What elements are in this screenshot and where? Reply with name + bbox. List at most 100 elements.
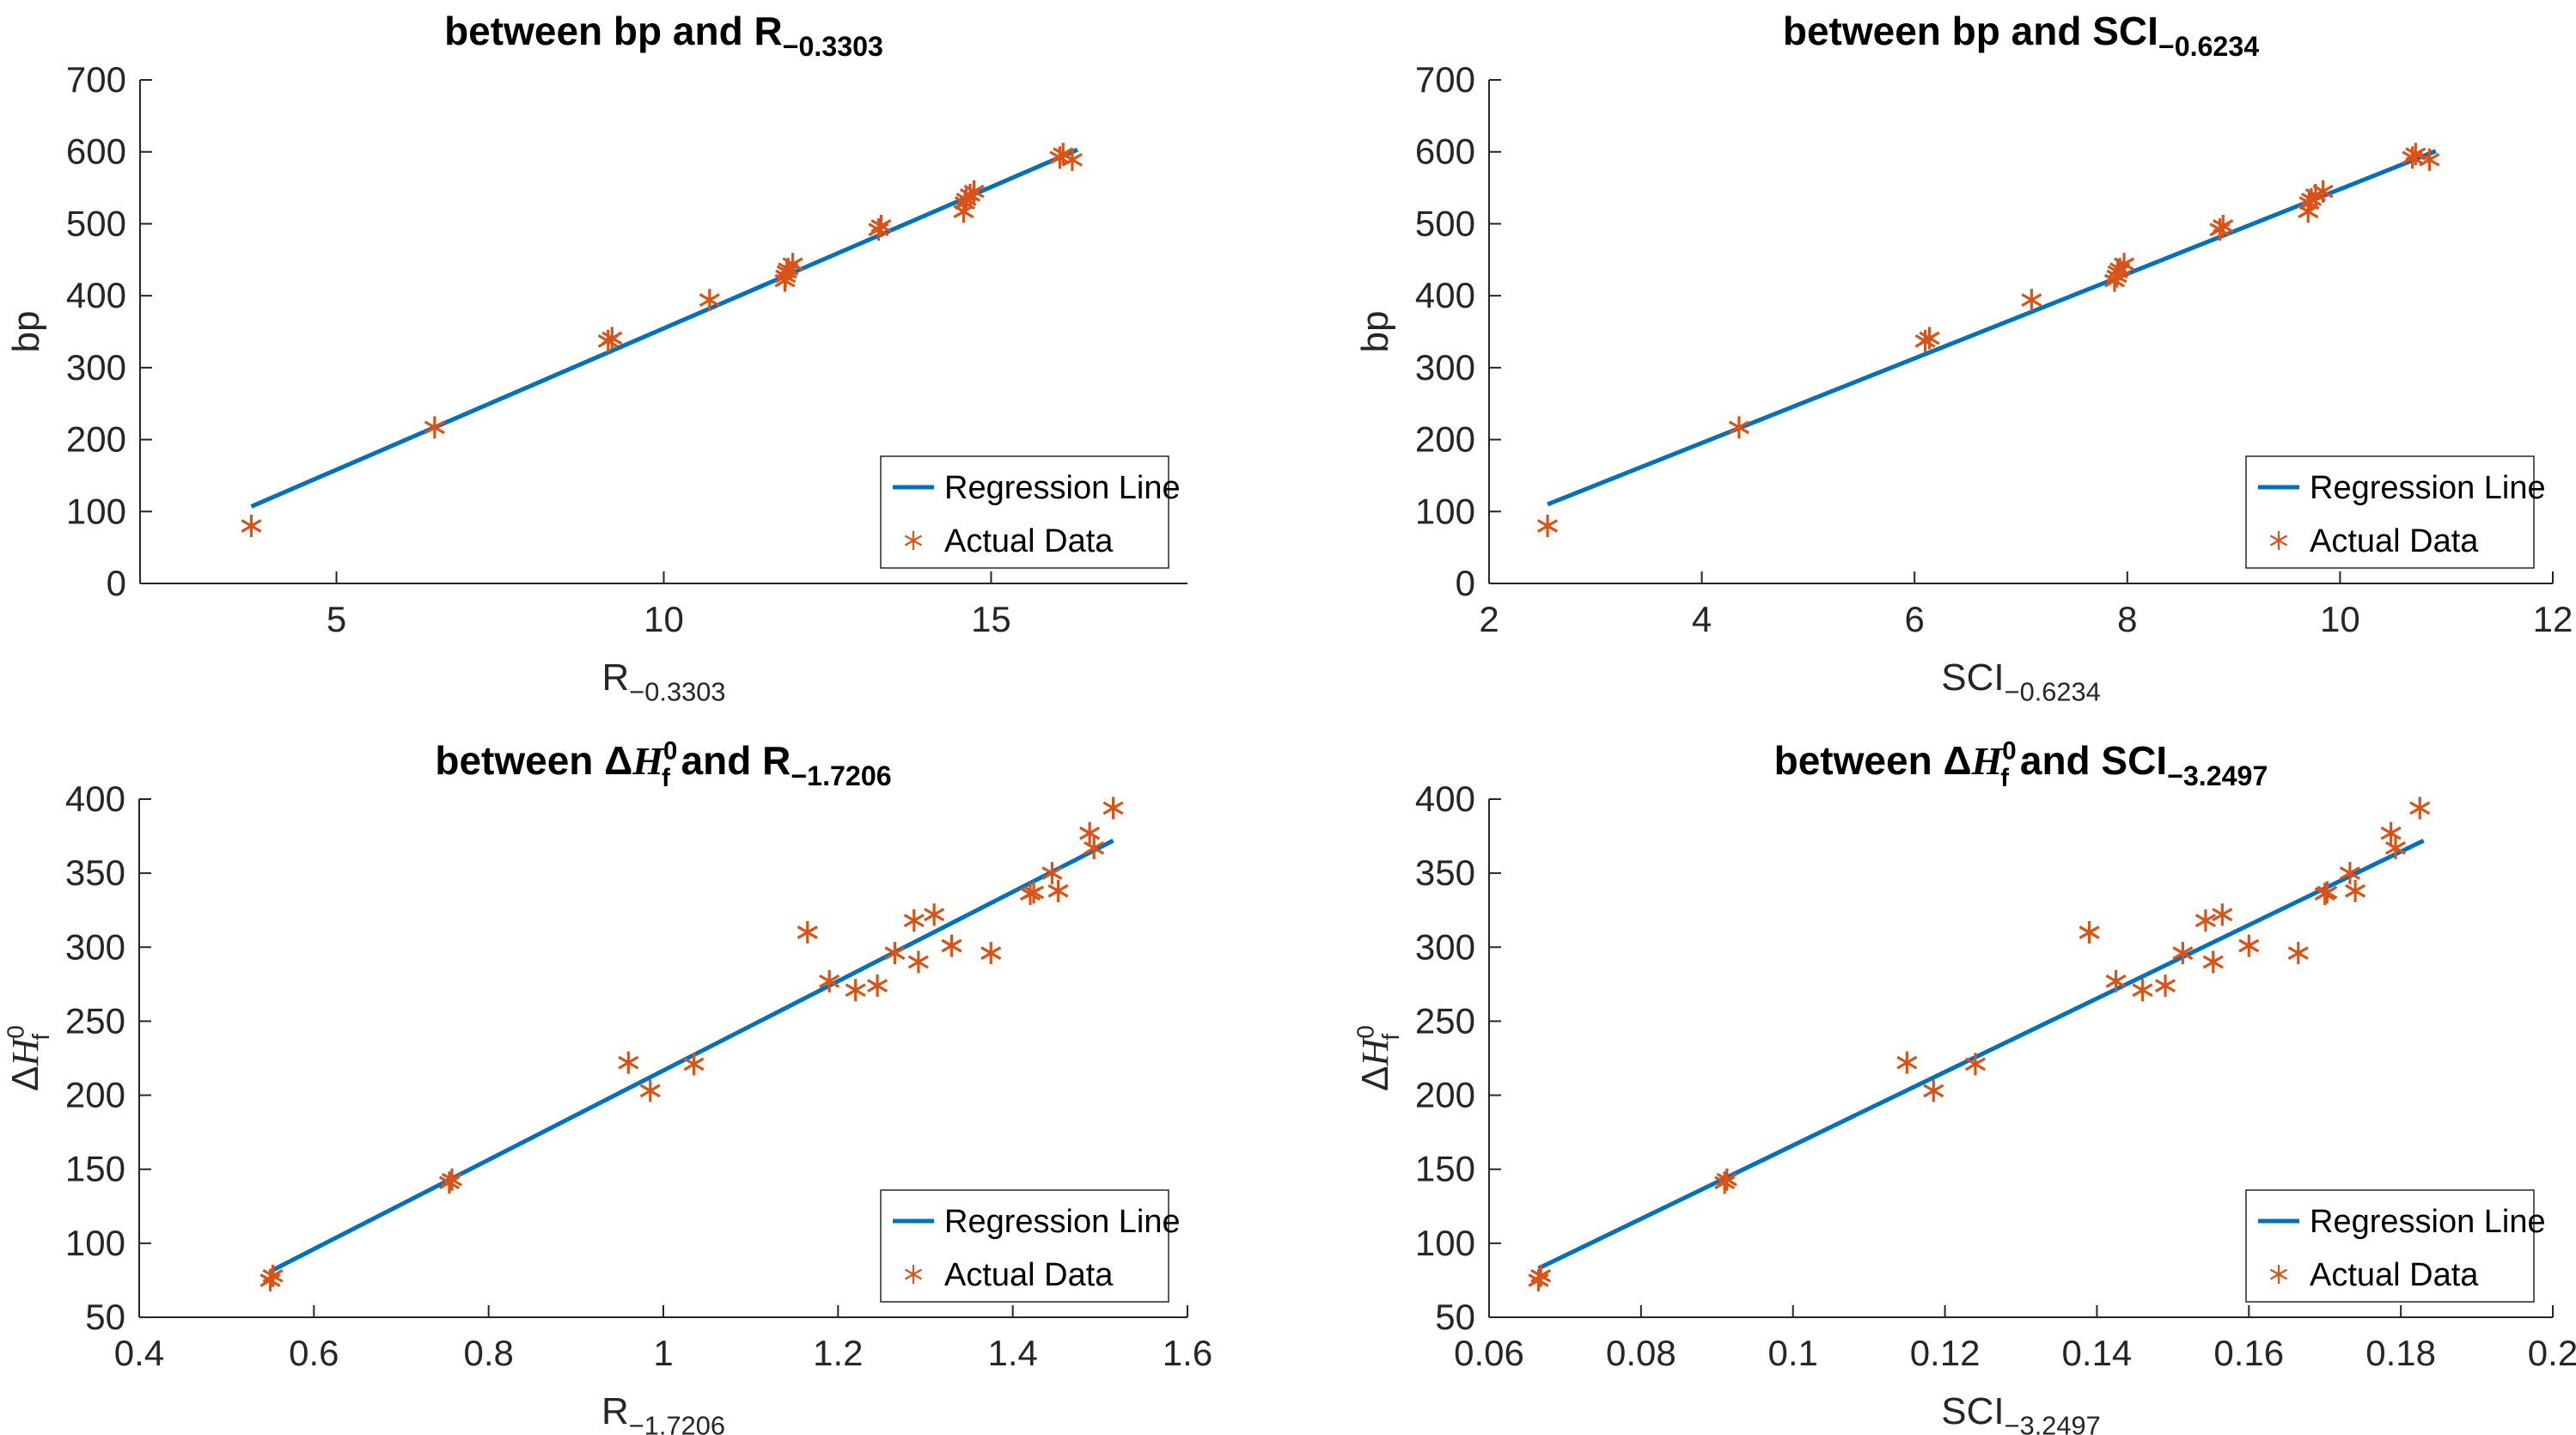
data-point-marker (2202, 950, 2224, 974)
data-point-marker (1102, 797, 1124, 820)
y-tick-label: 400 (1415, 779, 1475, 819)
x-tick-label: 1.6 (1163, 1333, 1212, 1373)
x-tick-label: 5 (327, 599, 346, 639)
data-point-marker (2312, 180, 2334, 203)
scatter-points (241, 143, 1083, 538)
data-point-marker (782, 253, 803, 276)
legend-item-label: Regression Line (944, 1204, 1181, 1240)
x-tick-label: 15 (971, 599, 1011, 639)
x-tick-label: 0.4 (114, 1333, 164, 1373)
axes (138, 798, 1188, 1318)
x-axis-label: SCI−0.6234 (1941, 656, 2101, 706)
data-point-marker (963, 180, 985, 203)
data-point-marker (2384, 836, 2407, 859)
data-point-marker (1728, 416, 1749, 439)
x-tick-label: 8 (2117, 599, 2137, 639)
legend-item-label: Actual Data (944, 1257, 1114, 1293)
x-tick-label: 1 (653, 1333, 673, 1373)
data-point-marker (903, 909, 925, 932)
data-point-marker (2194, 909, 2216, 932)
y-tick-label: 200 (65, 1075, 125, 1115)
x-tick-label: 0.8 (463, 1333, 513, 1373)
y-tick-label: 100 (1415, 491, 1475, 531)
y-tick-label: 0 (1456, 563, 1475, 603)
y-tick-label: 400 (66, 275, 126, 315)
data-point-marker (2287, 942, 2309, 965)
data-point-marker (601, 327, 623, 350)
data-point-marker (1047, 879, 1069, 902)
data-point-marker (699, 289, 720, 312)
x-tick-label: 1.4 (987, 1333, 1037, 1373)
y-tick-label: 200 (1415, 419, 1475, 460)
x-tick-label: 6 (1905, 599, 1925, 639)
plot-bp-vs-r: 5 10 15 0 100 200 300 400 500 600 700 between bp an… (5, 9, 1187, 706)
data-point-marker (2213, 214, 2234, 237)
data-point-marker (1041, 862, 1063, 885)
data-point-marker (1061, 148, 1083, 171)
x-tick-label: 4 (1692, 599, 1712, 639)
data-point-marker (1896, 1051, 1918, 1074)
chart-dhf-vs-r: 0.4 0.6 0.8 1 1.2 1.4 1.6 50 100 150 200 250 300 350 4… (0, 718, 1288, 1435)
y-axis-label: bp (5, 311, 47, 353)
legend-item-label: Regression Line (944, 470, 1181, 506)
y-tick-label: 350 (1415, 852, 1475, 893)
regression-line (250, 147, 1078, 509)
y-tick-label: 50 (1435, 1297, 1475, 1337)
legend: Regression Line Actual Data (880, 1189, 1181, 1303)
legend-box (2245, 1189, 2535, 1303)
data-point-marker (868, 218, 889, 241)
y-tick-label: 250 (1415, 1000, 1475, 1041)
data-point-marker (2132, 979, 2153, 1002)
data-point-marker (241, 515, 262, 538)
data-point-marker (2021, 289, 2042, 312)
chart-bp-vs-r: 5 10 15 0 100 200 300 400 500 600 700 between bp an… (0, 0, 1288, 718)
y-tick-label: 400 (1415, 275, 1475, 315)
data-point-marker (1714, 1171, 1736, 1194)
data-point-marker (1716, 1168, 1737, 1191)
chart-title: between bp and R−0.3303 (444, 9, 883, 62)
axes (139, 79, 1187, 584)
data-point-marker (2419, 148, 2440, 171)
data-point-marker (618, 1051, 639, 1074)
regression-line (269, 839, 1114, 1273)
chart-title: between bp and SCI−0.6234 (1783, 9, 2259, 62)
x-tick-label: 0.1 (1768, 1333, 1818, 1373)
data-point-marker (2409, 797, 2431, 820)
legend-asterisk-swatch (904, 531, 923, 550)
axes (1488, 79, 2554, 584)
legend-asterisk-swatch (2269, 1265, 2288, 1284)
data-point-marker (884, 942, 906, 965)
x-tick-label: 10 (2320, 599, 2360, 639)
data-point-marker (2172, 942, 2194, 965)
y-tick-label: 200 (66, 419, 126, 460)
data-point-marker (2380, 821, 2402, 845)
y-tick-label: 200 (1415, 1075, 1475, 1115)
data-point-marker (441, 1168, 463, 1191)
y-tick-label: 300 (1415, 347, 1475, 388)
data-point-marker (2079, 921, 2100, 944)
y-tick-label: 400 (65, 779, 125, 819)
data-point-marker (1084, 836, 1105, 859)
data-point-marker (2402, 146, 2423, 169)
legend-box (2245, 455, 2535, 569)
data-point-marker (2154, 974, 2176, 998)
tick-labels: 5 10 15 0 100 200 300 400 500 600 700 (66, 59, 1011, 639)
legend-item-label: Regression Line (2310, 470, 2546, 506)
regression-line (1537, 838, 2425, 1271)
y-tick-label: 300 (65, 926, 125, 967)
tick-labels: 0.4 0.6 0.8 1 1.2 1.4 1.6 50 100 150 200 250 300 350 4… (65, 779, 1212, 1373)
scatter-points (1537, 143, 2440, 538)
x-tick-label: 0.12 (1910, 1333, 1981, 1373)
data-point-marker (1530, 1264, 1552, 1287)
x-tick-label: 0.16 (2213, 1333, 2284, 1373)
data-point-marker (683, 1053, 705, 1076)
y-tick-label: 500 (1415, 203, 1475, 243)
tick-labels: 2 4 6 8 10 12 0 100 200 300 400 500 600 700 (1415, 59, 2573, 639)
chart-dhf-vs-sci: 0.06 0.08 0.1 0.12 0.14 0.16 0.18 0.2 50 100 150 20… (1288, 718, 2576, 1435)
data-point-marker (2105, 969, 2127, 992)
legend-asterisk-swatch (904, 1265, 923, 1284)
legend: Regression Line Actual Data (2245, 455, 2546, 569)
y-tick-label: 300 (66, 347, 126, 388)
x-tick-label: 2 (1479, 599, 1499, 639)
